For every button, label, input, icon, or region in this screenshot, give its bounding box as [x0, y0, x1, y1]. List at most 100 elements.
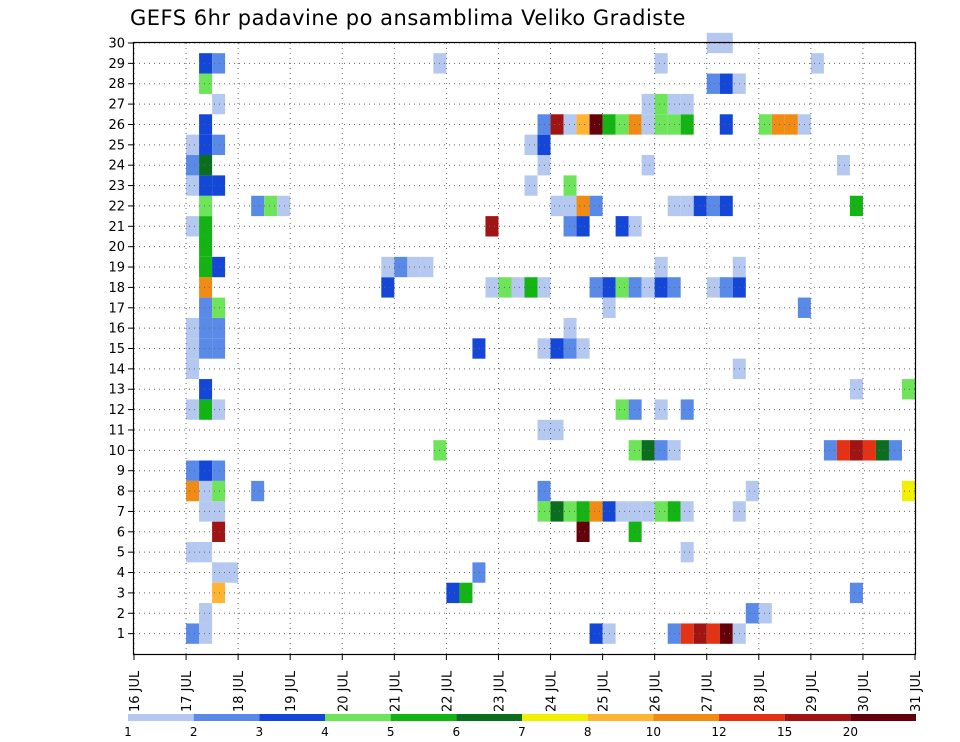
y-tick-label: 15: [108, 342, 125, 357]
heat-cell: [186, 175, 200, 196]
colorbar-swatch: [193, 714, 260, 721]
heat-cell: [641, 501, 655, 522]
heat-cell: [199, 480, 213, 502]
y-tick-label: 1: [117, 627, 125, 642]
x-tick-label: 21 JUL: [388, 670, 403, 712]
heat-cell: [615, 501, 629, 522]
heat-cell: [901, 480, 915, 502]
heat-cell: [628, 440, 642, 461]
heat-cell: [693, 195, 707, 217]
y-tick-label: 19: [108, 261, 125, 276]
x-tick-label: 30 JUL: [857, 670, 872, 712]
heat-cell: [212, 134, 226, 156]
y-tick-label: 7: [117, 505, 125, 520]
heat-cell: [212, 480, 226, 502]
y-tick-label: 22: [108, 199, 125, 214]
y-tick-label: 6: [117, 525, 125, 540]
heat-cell: [251, 480, 265, 502]
heat-cell: [199, 236, 213, 257]
x-tick-label: 22 JUL: [440, 670, 455, 712]
heat-cell: [511, 277, 525, 298]
y-tick-label: 5: [117, 546, 125, 561]
heat-cell: [641, 440, 655, 461]
heat-cell: [199, 53, 213, 74]
y-tick-label: 28: [108, 77, 125, 92]
heat-cell: [719, 277, 733, 298]
heat-cell: [199, 623, 213, 644]
heat-cell: [576, 501, 590, 522]
colorbar-swatch: [128, 714, 194, 721]
x-tick-label: 31 JUL: [909, 670, 924, 712]
colorbar-label: 5: [387, 725, 395, 739]
colorbar-swatch: [784, 714, 851, 721]
x-tick-label: 20 JUL: [336, 670, 351, 712]
heat-cell: [199, 460, 213, 481]
heat-cell: [199, 379, 213, 400]
heat-cell: [888, 440, 902, 461]
y-tick-label: 23: [108, 179, 125, 194]
colorbar-label: 12: [711, 725, 726, 739]
colorbar-swatch: [390, 714, 457, 721]
heat-cell: [758, 603, 772, 624]
heat-cell: [641, 155, 655, 176]
colorbar-label: 20: [843, 725, 858, 739]
heat-cell: [199, 277, 213, 298]
heat-cell: [706, 73, 720, 94]
heat-cell: [563, 216, 577, 237]
x-tick-label: 24 JUL: [545, 670, 560, 712]
heat-cell: [212, 175, 226, 196]
heat-cell: [615, 114, 629, 135]
heat-cell: [849, 379, 863, 400]
heat-cell: [823, 440, 837, 461]
x-tick-label: 28 JUL: [753, 670, 768, 712]
heat-cell: [706, 277, 720, 298]
colorbar-swatch: [850, 714, 916, 721]
heat-cell: [186, 358, 200, 380]
x-tick-label: 23 JUL: [492, 670, 507, 712]
y-tick-label: 11: [108, 423, 125, 438]
heat-cell: [199, 317, 213, 339]
heat-cell: [186, 541, 200, 563]
x-tick-label: 27 JUL: [701, 670, 716, 712]
heat-cell: [654, 440, 668, 461]
heat-cell: [212, 582, 226, 604]
heat-cell: [758, 114, 772, 135]
colorbar-label: 2: [190, 725, 198, 739]
y-tick-label: 18: [108, 281, 125, 296]
heat-cell: [576, 338, 590, 359]
colorbar-legend: 1 2 3 4 5 6 7 8 10 12 15 20: [124, 714, 916, 739]
heat-cell: [680, 195, 694, 217]
heat-cell: [641, 93, 655, 115]
heat-cell: [225, 562, 239, 583]
y-tick-label: 14: [108, 362, 125, 377]
heat-cell: [654, 399, 668, 420]
heat-cell: [589, 114, 603, 135]
heat-cell: [576, 195, 590, 217]
heat-cell: [641, 277, 655, 298]
heat-cell: [199, 501, 213, 522]
heat-cell: [199, 541, 213, 563]
x-tick-label: 19 JUL: [284, 670, 299, 712]
heat-cell: [680, 501, 694, 522]
colorbar-label: 10: [646, 725, 661, 739]
heat-cell: [472, 338, 486, 359]
heat-cell: [186, 216, 200, 237]
heat-cell: [654, 53, 668, 74]
y-tick-label: 13: [108, 383, 125, 398]
heat-cell: [771, 114, 785, 135]
colorbar-swatch: [325, 714, 391, 721]
heat-cell: [641, 114, 655, 135]
heat-cell: [446, 582, 460, 604]
heat-cell: [199, 134, 213, 156]
heat-cell: [199, 338, 213, 359]
colorbar-label: 1: [124, 725, 132, 739]
heat-cell: [199, 297, 213, 318]
y-tick-label: 17: [108, 301, 125, 316]
x-tick-label: 17 JUL: [180, 670, 195, 712]
heat-cell: [654, 256, 668, 278]
colorbar-label: 7: [518, 725, 526, 739]
heat-cell: [212, 501, 226, 522]
heat-cell: [563, 114, 577, 135]
heat-cell: [212, 256, 226, 278]
